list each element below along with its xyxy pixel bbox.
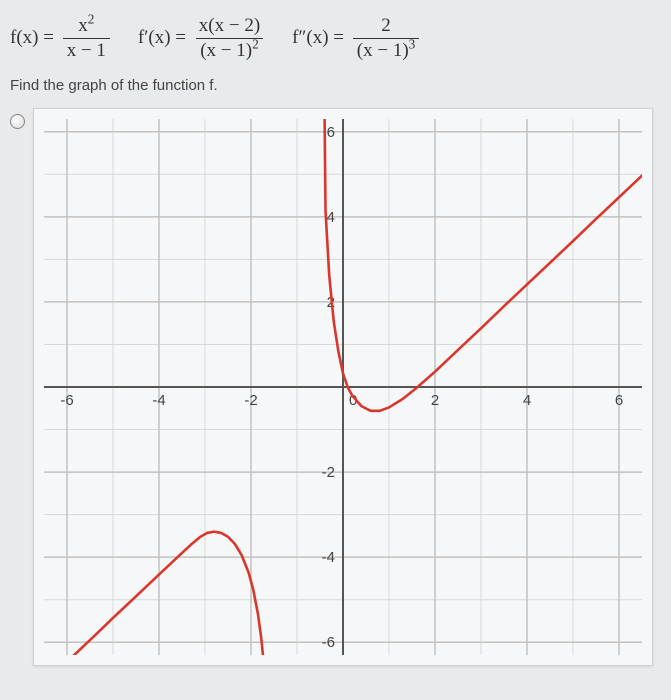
answer-radio[interactable] (10, 114, 25, 129)
svg-text:2: 2 (431, 392, 439, 409)
svg-text:-4: -4 (152, 392, 165, 409)
svg-text:6: 6 (327, 124, 335, 141)
svg-text:4: 4 (327, 209, 335, 226)
svg-text:-6: -6 (60, 392, 73, 409)
function-graph: -6-4-20246-6-4-2246 (34, 109, 652, 665)
formula-fprime: f′(x) = x(x − 2) (x − 1)2 (138, 16, 268, 61)
formula-fdoubleprime: f″(x) = 2 (x − 1)3 (292, 16, 423, 61)
svg-text:6: 6 (615, 392, 623, 409)
svg-text:-2: -2 (322, 464, 335, 481)
svg-text:-6: -6 (322, 634, 335, 651)
svg-text:-2: -2 (244, 392, 257, 409)
instruction-text: Find the graph of the function f. (10, 71, 661, 108)
svg-text:-4: -4 (322, 549, 335, 566)
chart-container: -6-4-20246-6-4-2246 (33, 108, 653, 666)
svg-text:4: 4 (523, 392, 531, 409)
formula-f: f(x) = x2 x − 1 (10, 16, 114, 61)
formula-row: f(x) = x2 x − 1 f′(x) = x(x − 2) (x − 1)… (10, 10, 661, 71)
